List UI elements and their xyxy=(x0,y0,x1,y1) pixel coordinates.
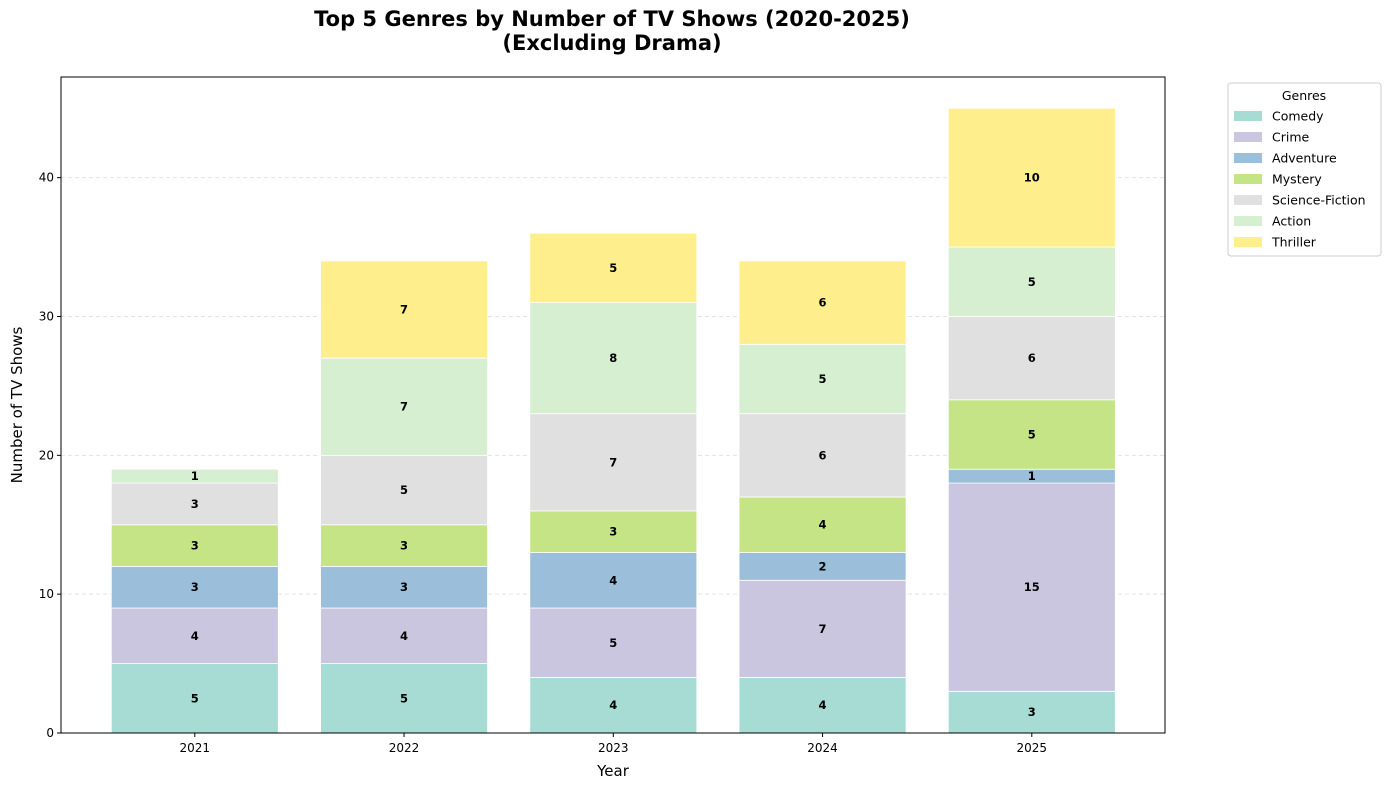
legend-label-thriller: Thriller xyxy=(1271,235,1317,250)
legend-label-science-fiction: Science-Fiction xyxy=(1272,193,1366,208)
legend-swatch-adventure xyxy=(1234,153,1262,163)
bar-segment-action xyxy=(320,357,488,456)
bar-value-label: 6 xyxy=(819,296,827,310)
legend-swatch-science-fiction xyxy=(1234,195,1262,205)
bar-value-label: 2 xyxy=(819,559,827,573)
bar-value-label: 6 xyxy=(1028,351,1036,365)
x-tick-label: 2021 xyxy=(180,741,211,755)
bar-value-label: 10 xyxy=(1024,171,1040,185)
bar-value-label: 4 xyxy=(191,629,199,643)
bar-segment-thriller xyxy=(320,260,488,359)
bar-value-label: 4 xyxy=(400,629,408,643)
bars xyxy=(110,107,1116,734)
bar-segment-comedy xyxy=(529,677,698,734)
bar-segment-crime xyxy=(110,607,279,664)
bar-value-label: 7 xyxy=(400,400,408,414)
bar-segment-action xyxy=(529,302,698,415)
bar-value-label: 7 xyxy=(400,303,408,317)
bar-segment-action xyxy=(738,343,907,415)
bar-value-label: 3 xyxy=(609,525,617,539)
bar-value-label: 3 xyxy=(191,539,199,553)
bar-value-label: 4 xyxy=(819,698,827,712)
bar-segment-adventure xyxy=(320,565,488,609)
y-tick-label: 20 xyxy=(39,448,54,462)
y-tick-label: 40 xyxy=(39,171,54,185)
chart-title: Top 5 Genres by Number of TV Shows (2020… xyxy=(314,7,910,31)
x-tick-label: 2025 xyxy=(1017,741,1048,755)
bar-value-label: 6 xyxy=(819,448,827,462)
legend-label-crime: Crime xyxy=(1272,130,1310,145)
legend-swatch-mystery xyxy=(1234,174,1262,184)
legend-box xyxy=(1227,82,1382,257)
bar-segment-science-fiction xyxy=(738,413,907,498)
bar-segment-comedy xyxy=(738,677,907,734)
x-axis-ticks: 2021 2022 2023 2024 2025 xyxy=(180,733,1048,755)
bar-segment-mystery xyxy=(320,524,488,567)
legend-label-comedy: Comedy xyxy=(1272,109,1324,124)
bar-segment-science-fiction xyxy=(947,316,1116,401)
x-tick-label: 2023 xyxy=(598,741,629,755)
legend-label-mystery: Mystery xyxy=(1272,172,1322,187)
y-axis-label: Number of TV Shows xyxy=(8,326,26,483)
bar-value-label: 8 xyxy=(609,351,617,365)
bar-segment-crime xyxy=(947,482,1116,692)
bar-value-label: 7 xyxy=(609,455,617,469)
y-tick-label: 10 xyxy=(39,587,54,601)
bar-value-label: 15 xyxy=(1024,580,1040,594)
bar-segment-mystery xyxy=(110,524,279,567)
bar-value-label: 5 xyxy=(609,636,617,650)
legend-label-action: Action xyxy=(1272,214,1311,229)
bar-segment-comedy xyxy=(320,663,488,734)
legend-title: Genres xyxy=(1282,88,1326,103)
bar-segment-thriller xyxy=(738,260,907,345)
bar-value-label: 1 xyxy=(191,469,199,483)
legend-swatch-action xyxy=(1234,216,1262,226)
bar-value-label: 5 xyxy=(1028,275,1036,289)
bar-value-label: 3 xyxy=(400,580,408,594)
legend-swatch-comedy xyxy=(1234,111,1262,121)
legend: Genres Comedy Crime Adventure Mystery Scienc… xyxy=(1227,82,1382,257)
x-tick-label: 2022 xyxy=(389,741,420,755)
bar-segment-thriller xyxy=(529,232,698,304)
bar-value-label: 5 xyxy=(609,261,617,275)
bar-value-label: 7 xyxy=(819,622,827,636)
bar-segment-crime xyxy=(738,579,907,678)
bar-segment-thriller xyxy=(947,107,1116,248)
bar-value-label: 5 xyxy=(400,483,408,497)
bar-segment-action xyxy=(947,246,1116,317)
bar-segment-science-fiction xyxy=(529,413,698,512)
bar-segment-science-fiction xyxy=(110,482,279,526)
y-tick-label: 0 xyxy=(46,726,54,740)
bar-segment-comedy xyxy=(110,663,279,734)
bar-segment-adventure xyxy=(110,565,279,609)
bar-segment-science-fiction xyxy=(320,454,488,526)
bar-value-label: 5 xyxy=(819,372,827,386)
bar-value-label: 4 xyxy=(819,518,827,532)
bar-value-label: 3 xyxy=(400,539,408,553)
x-axis-label: Year xyxy=(596,762,630,780)
y-tick-label: 30 xyxy=(39,309,54,323)
legend-label-adventure: Adventure xyxy=(1272,151,1337,166)
bar-value-label: 5 xyxy=(1028,428,1036,442)
chart-subtitle: (Excluding Drama) xyxy=(502,31,721,55)
bar-value-label: 5 xyxy=(400,691,408,705)
x-tick-label: 2024 xyxy=(807,741,838,755)
bar-value-label: 4 xyxy=(609,573,617,587)
y-axis-ticks: 0 10 20 30 40 xyxy=(39,171,61,740)
bar-segment-mystery xyxy=(738,496,907,553)
bar-value-label: 3 xyxy=(1028,705,1036,719)
bar-value-label: 5 xyxy=(191,691,199,705)
bar-segment-crime xyxy=(529,607,698,678)
bar-value-label: 4 xyxy=(609,698,617,712)
bar-value-label: 3 xyxy=(191,580,199,594)
bar-value-label: 3 xyxy=(191,497,199,511)
bar-value-label: 1 xyxy=(1028,469,1036,483)
bar-segment-action xyxy=(110,468,279,484)
legend-swatch-crime xyxy=(1234,132,1262,142)
legend-swatch-thriller xyxy=(1234,237,1262,247)
bar-segment-crime xyxy=(320,607,488,664)
